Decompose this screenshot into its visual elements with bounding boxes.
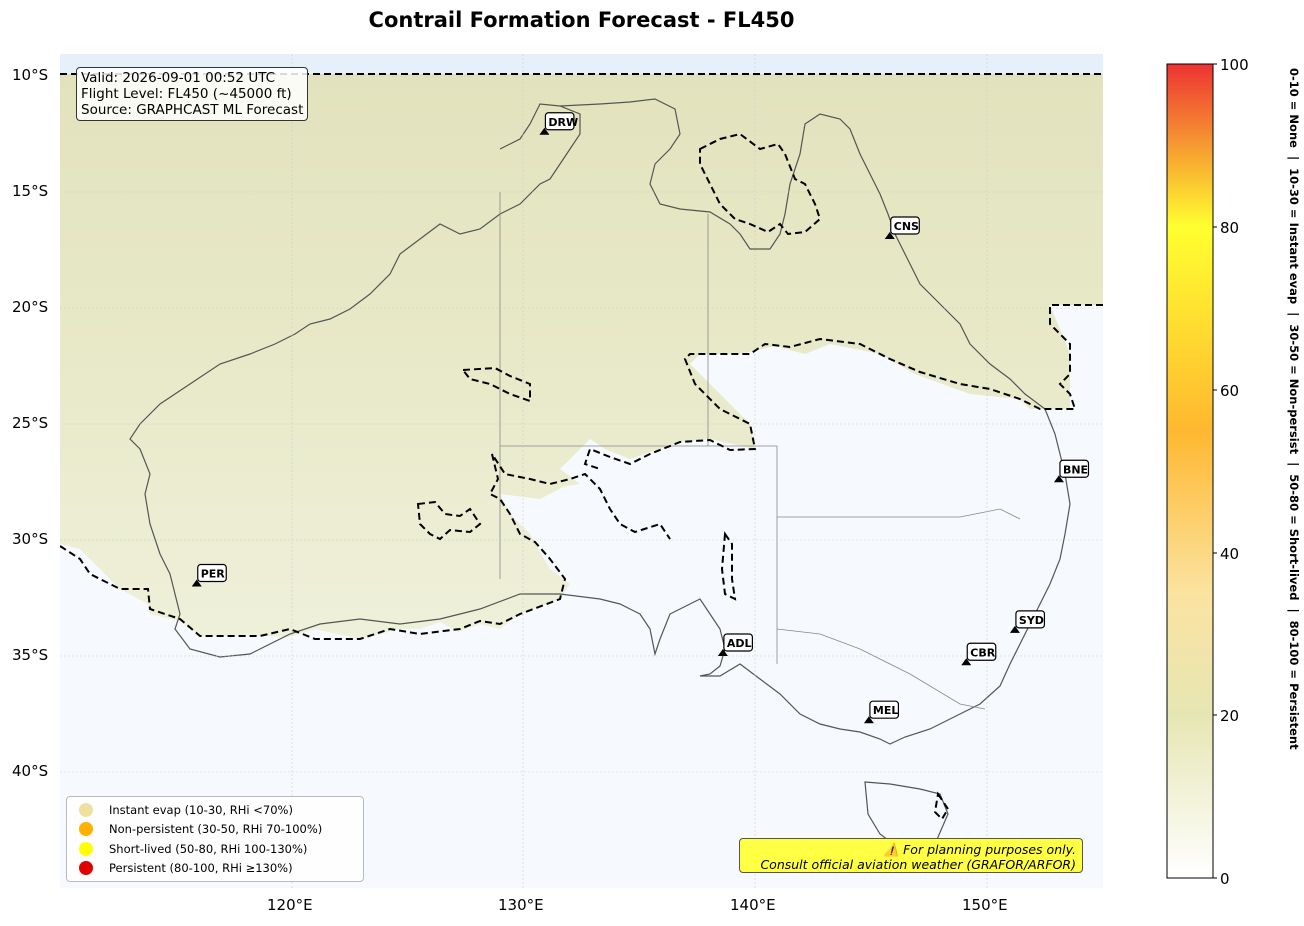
airport-marker-icon [539,127,550,135]
colorbar-label: 0-10 = None | 10-30 = Instant evap | 30-… [1287,68,1300,750]
airport-adl: ADL [717,633,753,657]
lon-label-140e: 140°E [730,896,776,914]
colorbar-gradient [1166,63,1214,879]
airport-label-box [544,112,575,131]
legend-dot-icon [79,822,93,836]
airport-cns: CNS [884,216,920,240]
airport-label-box [966,642,997,661]
airport-cbr: CBR [961,642,997,666]
legend-dot-icon [79,861,93,875]
airport-code: CNS [894,220,919,233]
lat-label-35s: 35°S [12,646,49,664]
legend-label: Persistent (80-100, RHi ≥130%) [109,861,293,875]
airport-code: PER [201,568,226,581]
lon-label-130e: 130°E [498,896,544,914]
lat-label-15s: 15°S [12,182,49,200]
airport-code: DRW [548,116,578,129]
disclaimer-line2: Consult official aviation weather (GRAFO… [760,857,1076,872]
legend-label: Non-persistent (30-50, RHi 70-100%) [109,822,323,836]
airport-marker-icon [1009,625,1020,633]
airport-marker-icon [884,232,895,240]
airport-syd: SYD [1009,610,1046,633]
colorbar-ticks [1213,63,1217,879]
airport-marker-icon [863,716,874,724]
airport-code: MEL [873,704,898,717]
forecast-map: DRW CNS BNE PER ADL SYD CBR MEL [60,54,1103,888]
airport-marker-icon [191,579,202,587]
lon-label-120e: 120°E [267,896,313,914]
legend-item-instant-evap: Instant evap (10-30, RHi <70%) [79,801,293,819]
airport-marker-icon [1053,475,1064,483]
legend-item-persistent: Persistent (80-100, RHi ≥130%) [79,859,293,877]
airport-code: SYD [1019,614,1044,627]
map-legend: Instant evap (10-30, RHi <70%) Non-persi… [66,796,364,882]
airport-label-box [890,216,920,235]
lon-label-150e: 150°E [962,896,1008,914]
lat-label-40s: 40°S [12,762,49,780]
data-source: Source: GRAPHCAST ML Forecast [81,102,304,118]
colorbar-tick-60: 60 [1220,382,1240,400]
airport-mel: MEL [863,700,900,724]
contour-lines [60,73,1103,821]
airport-drw: DRW [539,112,578,135]
legend-label: Short-lived (50-80, RHi 100-130%) [109,842,308,856]
legend-label: Instant evap (10-30, RHi <70%) [109,803,293,817]
contrail-probability-region [60,74,1103,639]
chart-title: Contrail Formation Forecast - FL450 [368,8,795,32]
airport-label-box [723,633,753,652]
info-box: Valid: 2026-09-01 00:52 UTC Flight Level… [76,67,309,121]
airport-code: BNE [1063,463,1088,476]
colorbar-tick-80: 80 [1220,219,1240,237]
airport-marker-icon [717,649,728,657]
state-borders [499,192,1021,710]
airport-label-box [1059,459,1090,478]
legend-item-non-persistent: Non-persistent (30-50, RHi 70-100%) [79,820,322,838]
airport-marker-icon [961,658,972,666]
lat-label-20s: 20°S [12,298,49,316]
colorbar-tick-100: 100 [1220,56,1249,74]
colorbar-tick-40: 40 [1220,545,1240,563]
disclaimer-box: ⚠️ For planning purposes only. Consult o… [739,838,1083,873]
airport-label-box [1015,610,1046,629]
legend-item-short-lived: Short-lived (50-80, RHi 100-130%) [79,840,307,858]
lat-label-10s: 10°S [12,66,49,84]
airport-bne: BNE [1053,459,1090,483]
lat-label-30s: 30°S [12,530,49,548]
airport-per: PER [191,563,227,587]
legend-dot-icon [79,803,93,817]
northern-band [60,54,1103,74]
airport-markers: DRW CNS BNE PER ADL SYD CBR MEL [191,112,1090,724]
colorbar-tick-0: 0 [1220,870,1230,888]
legend-dot-icon [79,842,93,856]
colorbar-label-text: 0-10 = None | 10-30 = Instant evap | 30-… [1287,68,1300,750]
coastline-australia [129,98,1071,745]
airport-code: ADL [727,637,752,650]
airport-code: CBR [970,646,995,659]
flight-level: Flight Level: FL450 (~45000 ft) [81,86,292,102]
disclaimer-line1: ⚠️ For planning purposes only. [883,842,1076,857]
colorbar [1166,63,1217,879]
airport-label-box [197,563,227,583]
lat-label-25s: 25°S [12,414,49,432]
airport-label-box [869,700,900,719]
valid-time: Valid: 2026-09-01 00:52 UTC [81,70,276,86]
colorbar-tick-20: 20 [1220,707,1240,725]
